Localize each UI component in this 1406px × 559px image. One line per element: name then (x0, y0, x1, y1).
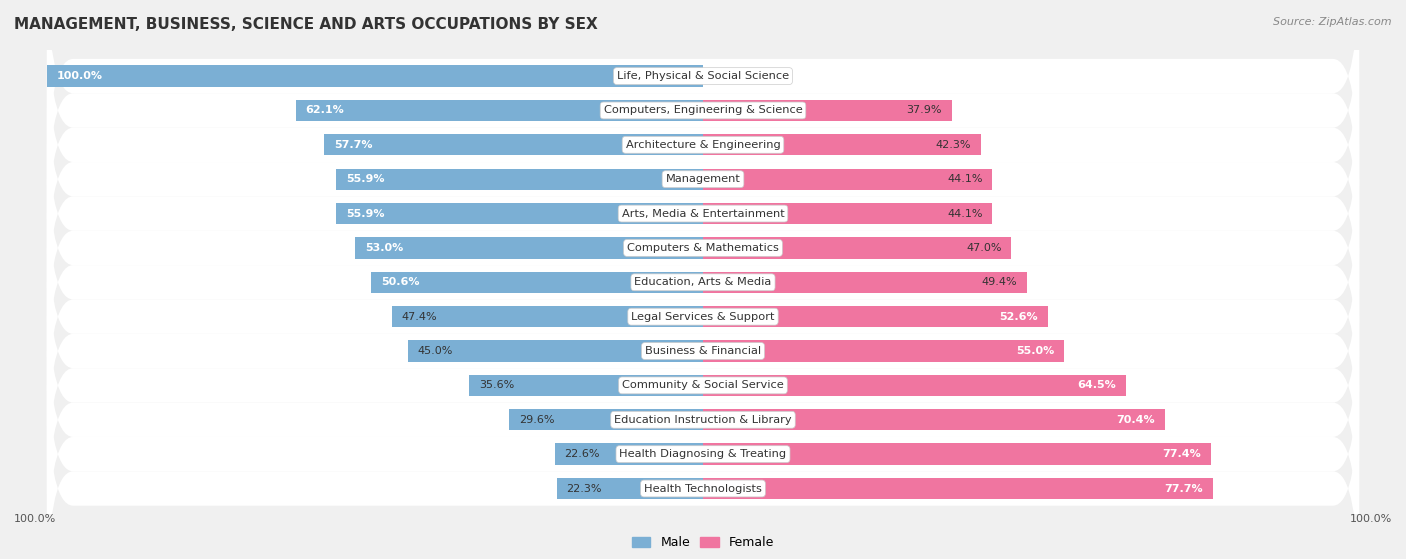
Bar (295, 100, 703, 121)
Text: 77.7%: 77.7% (1164, 484, 1204, 494)
Text: Architecture & Engineering: Architecture & Engineering (626, 140, 780, 150)
Text: 100.0%: 100.0% (56, 71, 103, 81)
Text: 77.4%: 77.4% (1163, 449, 1201, 459)
Text: 49.4%: 49.4% (981, 277, 1018, 287)
Text: Life, Physical & Social Science: Life, Physical & Social Science (617, 71, 789, 81)
Bar (392, 306, 703, 328)
Bar (703, 134, 980, 155)
Text: MANAGEMENT, BUSINESS, SCIENCE AND ARTS OCCUPATIONS BY SEX: MANAGEMENT, BUSINESS, SCIENCE AND ARTS O… (14, 17, 598, 32)
Text: Management: Management (665, 174, 741, 184)
Text: 52.6%: 52.6% (1000, 312, 1038, 321)
Bar (703, 478, 1213, 499)
Text: Education, Arts & Media: Education, Arts & Media (634, 277, 772, 287)
FancyBboxPatch shape (46, 300, 1360, 540)
Text: 29.6%: 29.6% (519, 415, 554, 425)
Bar (509, 409, 703, 430)
Text: 100.0%: 100.0% (14, 514, 56, 524)
Text: 44.1%: 44.1% (948, 209, 983, 219)
Text: 55.0%: 55.0% (1015, 346, 1054, 356)
FancyBboxPatch shape (46, 127, 1360, 368)
Text: 22.6%: 22.6% (565, 449, 600, 459)
Bar (557, 478, 703, 499)
Text: 100.0%: 100.0% (1350, 514, 1392, 524)
Bar (703, 306, 1047, 328)
FancyBboxPatch shape (46, 265, 1360, 506)
FancyBboxPatch shape (46, 334, 1360, 559)
Bar (555, 443, 703, 465)
Text: 44.1%: 44.1% (948, 174, 983, 184)
Text: Computers & Mathematics: Computers & Mathematics (627, 243, 779, 253)
FancyBboxPatch shape (46, 59, 1360, 300)
FancyBboxPatch shape (46, 368, 1360, 559)
Text: Education Instruction & Library: Education Instruction & Library (614, 415, 792, 425)
Bar (703, 272, 1028, 293)
Bar (371, 272, 703, 293)
Bar (703, 203, 993, 224)
Text: 55.9%: 55.9% (346, 209, 385, 219)
Bar (703, 168, 993, 190)
FancyBboxPatch shape (46, 231, 1360, 471)
Text: 50.6%: 50.6% (381, 277, 419, 287)
Text: Community & Social Service: Community & Social Service (621, 380, 785, 390)
Legend: Male, Female: Male, Female (627, 532, 779, 555)
Text: 35.6%: 35.6% (479, 380, 515, 390)
Bar (356, 237, 703, 259)
Bar (703, 340, 1064, 362)
Text: 53.0%: 53.0% (366, 243, 404, 253)
Text: 0.0%: 0.0% (710, 71, 738, 81)
Text: 42.3%: 42.3% (935, 140, 970, 150)
Text: 45.0%: 45.0% (418, 346, 453, 356)
Text: Legal Services & Support: Legal Services & Support (631, 312, 775, 321)
Text: 55.9%: 55.9% (346, 174, 385, 184)
Text: 47.0%: 47.0% (966, 243, 1001, 253)
Text: Computers, Engineering & Science: Computers, Engineering & Science (603, 106, 803, 116)
Text: 57.7%: 57.7% (335, 140, 373, 150)
Bar (408, 340, 703, 362)
FancyBboxPatch shape (46, 196, 1360, 437)
Bar (46, 65, 703, 87)
Bar (325, 134, 703, 155)
Bar (336, 168, 703, 190)
Text: 22.3%: 22.3% (567, 484, 602, 494)
Bar (703, 237, 1011, 259)
Text: 37.9%: 37.9% (907, 106, 942, 116)
Bar (703, 375, 1126, 396)
Text: Health Technologists: Health Technologists (644, 484, 762, 494)
FancyBboxPatch shape (46, 93, 1360, 334)
Bar (703, 409, 1166, 430)
Bar (703, 443, 1211, 465)
Text: Health Diagnosing & Treating: Health Diagnosing & Treating (620, 449, 786, 459)
FancyBboxPatch shape (46, 0, 1360, 196)
FancyBboxPatch shape (46, 25, 1360, 265)
Text: Business & Financial: Business & Financial (645, 346, 761, 356)
Text: 70.4%: 70.4% (1116, 415, 1156, 425)
FancyBboxPatch shape (46, 162, 1360, 402)
Bar (470, 375, 703, 396)
Text: 47.4%: 47.4% (402, 312, 437, 321)
Text: 62.1%: 62.1% (305, 106, 344, 116)
Bar (336, 203, 703, 224)
Text: Arts, Media & Entertainment: Arts, Media & Entertainment (621, 209, 785, 219)
Bar (703, 100, 952, 121)
Text: Source: ZipAtlas.com: Source: ZipAtlas.com (1274, 17, 1392, 27)
FancyBboxPatch shape (46, 0, 1360, 231)
Text: 64.5%: 64.5% (1077, 380, 1116, 390)
